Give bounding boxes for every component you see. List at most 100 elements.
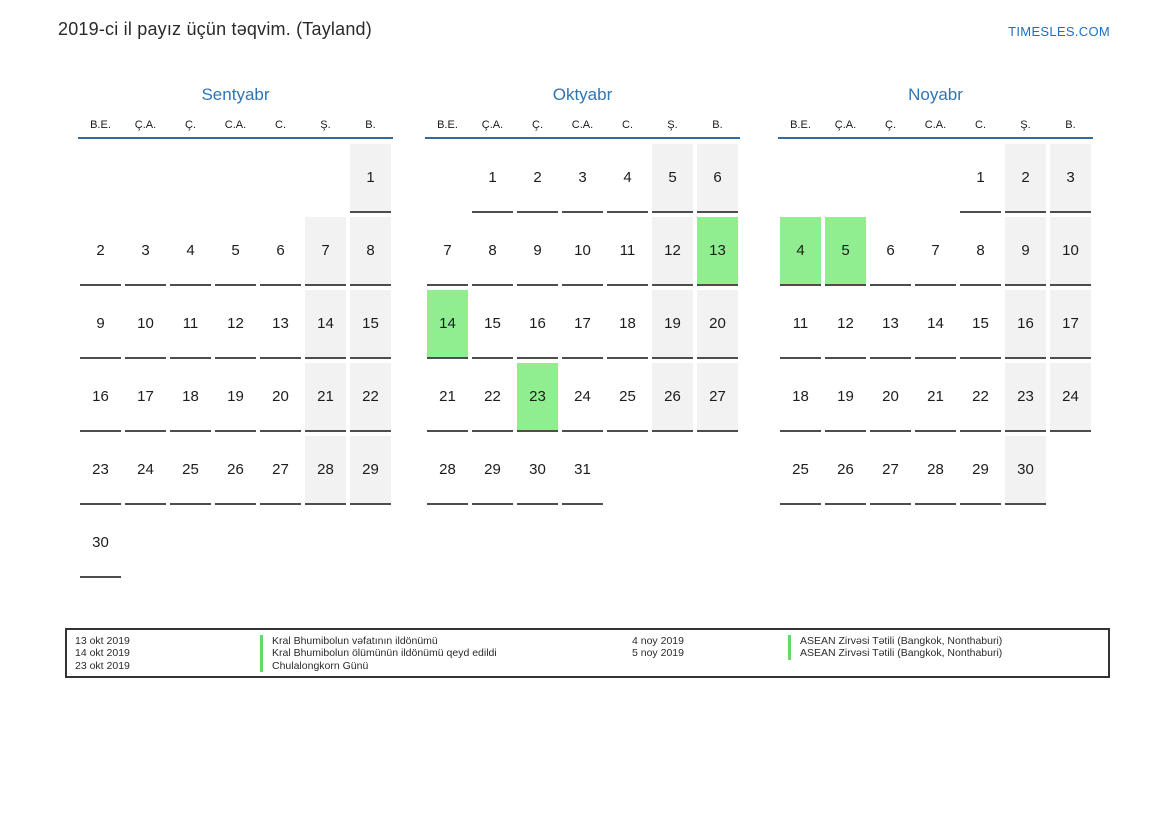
day-number: 27 (697, 363, 738, 432)
weekday-label: C.A. (924, 119, 947, 131)
day-cell: 3 (560, 144, 605, 217)
day-cell: 28 (425, 436, 470, 509)
day-number: 16 (80, 363, 121, 432)
legend-description: Kral Bhumibolun ölümünün ildönümü qeyd e… (260, 647, 497, 660)
day-number: 24 (1050, 363, 1091, 432)
day-cell: 26 (213, 436, 258, 509)
day-number: 20 (260, 363, 301, 432)
weekday-label: B. (365, 119, 376, 131)
legend-group-november: 4 noy 2019 ASEAN Zirvəsi Tətili (Bangkok,… (632, 635, 1102, 660)
day-number: 3 (1050, 144, 1091, 213)
weekday-label: C. (622, 119, 633, 131)
day-number: 3 (125, 217, 166, 286)
day-cell: 23 (78, 436, 123, 509)
day-number: 22 (350, 363, 391, 432)
legend-row: 13 okt 2019 Kral Bhumibolun vəfatının ild… (75, 635, 627, 648)
weekday-header: B.E. Ç.A. Ç. C.A. C. Ş. B. (778, 119, 1093, 139)
day-number: 12 (825, 290, 866, 359)
weekend-day-cell: 29 (348, 436, 393, 509)
day-number: 18 (170, 363, 211, 432)
holiday-day-cell: 23 (515, 363, 560, 436)
weekday-label: Ç.A. (481, 119, 504, 131)
month-grid: 1 2 3 4 5 6 7 8 9 10 11 12 13 14 15 16 17 18 19 20 21 22 23 24 2… (78, 139, 393, 582)
day-number: 21 (915, 363, 956, 432)
day-number: 15 (960, 290, 1001, 359)
day-number: 1 (472, 144, 513, 213)
day-cell: 16 (78, 363, 123, 436)
day-number: 13 (697, 217, 738, 286)
day-cell: 22 (470, 363, 515, 436)
weekend-day-cell: 7 (303, 217, 348, 290)
week-row: 9 10 11 12 13 14 15 (78, 290, 393, 363)
day-number: 19 (652, 290, 693, 359)
day-number: 27 (260, 436, 301, 505)
day-cell: 11 (778, 290, 823, 363)
day-cell: 21 (913, 363, 958, 436)
weekday-label: B.E. (437, 119, 458, 131)
weekday-label: Ş. (320, 119, 331, 131)
day-cell: 27 (258, 436, 303, 509)
weekend-day-cell: 23 (1003, 363, 1048, 436)
day-number: 4 (607, 144, 648, 213)
day-cell: 21 (425, 363, 470, 436)
day-cell: 31 (560, 436, 605, 509)
day-number: 21 (427, 363, 468, 432)
weekday-header: B.E. Ç.A. Ç. C.A. C. Ş. B. (78, 119, 393, 139)
day-number: 19 (825, 363, 866, 432)
day-cell: 11 (605, 217, 650, 290)
week-row: 18 19 20 21 22 23 24 (778, 363, 1093, 436)
day-cell: 29 (958, 436, 1003, 509)
day-number: 1 (350, 144, 391, 213)
day-number: 11 (780, 290, 821, 359)
day-cell: 12 (213, 290, 258, 363)
day-number: 31 (562, 436, 603, 505)
day-number: 28 (305, 436, 346, 505)
weekday-label: Ç. (532, 119, 543, 131)
weekday-label: Ş. (1020, 119, 1031, 131)
day-cell: 16 (515, 290, 560, 363)
day-number: 17 (562, 290, 603, 359)
legend-description: Chulalongkorn Günü (260, 659, 368, 673)
day-number: 11 (170, 290, 211, 359)
empty-cell (650, 436, 695, 509)
legend-date: 5 noy 2019 (632, 647, 684, 660)
day-number: 9 (1005, 217, 1046, 286)
day-cell: 1 (470, 144, 515, 217)
legend-row: 14 okt 2019 Kral Bhumibolun ölümünün ildö… (75, 647, 627, 660)
empty-cell (258, 509, 303, 582)
day-cell: 10 (123, 290, 168, 363)
day-number: 10 (562, 217, 603, 286)
day-cell: 5 (213, 217, 258, 290)
day-number: 18 (780, 363, 821, 432)
day-cell: 28 (913, 436, 958, 509)
day-number: 20 (697, 290, 738, 359)
day-number: 2 (80, 217, 121, 286)
week-row: 25 26 27 28 29 30 (778, 436, 1093, 509)
site-link[interactable]: TIMESLES.COM (1008, 24, 1110, 39)
weekday-label: Ç.A. (834, 119, 857, 131)
day-number: 14 (427, 290, 468, 359)
day-number: 6 (697, 144, 738, 213)
legend-date: 13 okt 2019 (75, 635, 130, 647)
day-cell: 30 (78, 509, 123, 582)
empty-cell (213, 144, 258, 217)
month-title: Oktyabr (552, 85, 613, 104)
day-cell: 17 (123, 363, 168, 436)
week-row: 23 24 25 26 27 28 29 (78, 436, 393, 509)
day-number: 2 (517, 144, 558, 213)
day-number: 5 (652, 144, 693, 213)
day-number: 25 (170, 436, 211, 505)
day-number: 29 (472, 436, 513, 505)
day-number: 30 (1005, 436, 1046, 505)
day-cell: 9 (78, 290, 123, 363)
weekend-day-cell: 14 (303, 290, 348, 363)
day-number: 8 (960, 217, 1001, 286)
empty-cell (868, 144, 913, 217)
legend-group-october: 13 okt 2019 Kral Bhumibolun vəfatının ild… (75, 635, 627, 673)
weekend-day-cell: 12 (650, 217, 695, 290)
day-cell: 17 (560, 290, 605, 363)
day-number: 8 (350, 217, 391, 286)
day-cell: 29 (470, 436, 515, 509)
day-number: 6 (260, 217, 301, 286)
